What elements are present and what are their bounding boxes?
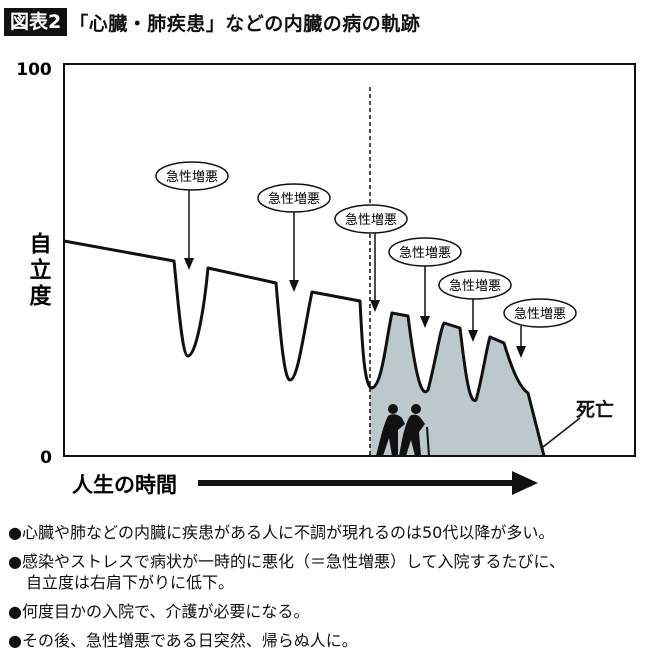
notes-list: ●心臓や肺などの内臓に疾患がある人に不調が現れるのは50代以降が多い。 ●感染や… — [8, 522, 668, 659]
acute-exacerbation-marker: 急性増悪 — [334, 204, 408, 312]
time-arrow — [198, 471, 538, 495]
y-axis-min-label: 0 — [40, 448, 52, 468]
acute-exacerbation-marker: 急性増悪 — [388, 237, 462, 328]
figure-number-badge: 図表2 — [4, 8, 68, 36]
x-axis-title: 人生の時間 — [72, 473, 177, 497]
death-pointer-line — [542, 417, 581, 448]
event-label: 急性増悪 — [268, 192, 320, 207]
note-item: ●その後、急性増悪である日突然、帰らぬ人に。 — [8, 631, 358, 650]
note-item: ●感染やストレスで病状が一時的に悪化（＝急性増悪）して入院するたびに、 自立度は… — [8, 551, 668, 593]
elderly-couple-icon — [376, 404, 430, 457]
y-axis-max-label: 100 — [16, 60, 52, 80]
note-line: ●感染やストレスで病状が一時的に悪化（＝急性増悪）して入院するたびに、 — [8, 552, 566, 571]
note-item: ●心臓や肺などの内臓に疾患がある人に不調が現れるのは50代以降が多い。 — [8, 523, 555, 542]
acute-exacerbation-marker: 急性増悪 — [438, 270, 512, 342]
acute-exacerbation-marker: 急性増悪 — [503, 298, 577, 358]
figure-title: 「心臓・肺疾患」などの内臓の病の軌跡 — [69, 12, 421, 35]
event-label: 急性増悪 — [514, 307, 566, 322]
death-label: 死亡 — [576, 398, 614, 421]
acute-exacerbation-marker: 急性増悪 — [155, 161, 229, 270]
event-label: 急性増悪 — [166, 170, 218, 185]
event-label: 急性増悪 — [345, 213, 397, 228]
acute-exacerbation-marker: 急性増悪 — [257, 183, 331, 292]
note-item: ●何度目かの入院で、介護が必要になる。 — [8, 602, 310, 621]
independence-curve — [63, 239, 546, 457]
event-label: 急性増悪 — [399, 246, 451, 261]
figure-header: 図表2 「心臓・肺疾患」などの内臓の病の軌跡 — [4, 7, 420, 37]
note-continuation: 自立度は右肩下がりに低下。 — [26, 573, 235, 592]
chart-frame — [63, 63, 636, 457]
trajectory-diagram: 急性増悪 急性増悪 急性増悪 急性増悪 急性増悪 急性増悪 死亡 100 0 自… — [16, 60, 636, 497]
event-label: 急性増悪 — [449, 279, 501, 294]
y-axis-title: 自立度 — [26, 231, 52, 310]
